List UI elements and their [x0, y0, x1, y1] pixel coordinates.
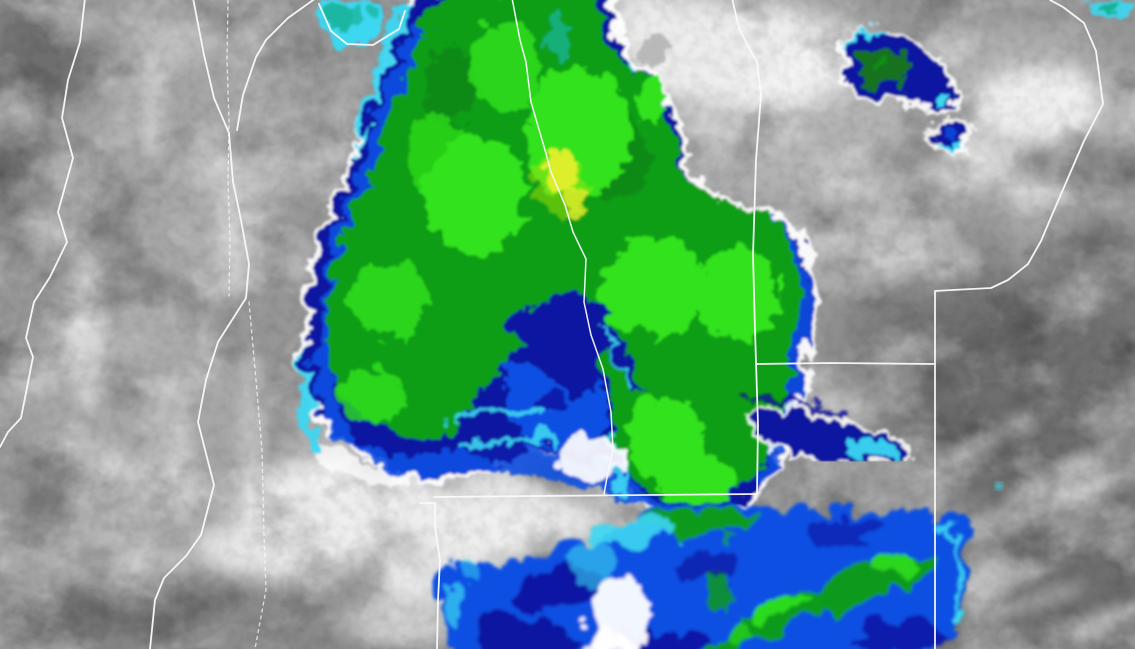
- border-line-east-horizontal: [756, 362, 935, 365]
- border-line-west-inner: [149, 0, 250, 649]
- navy-patch: [796, 509, 876, 537]
- southern-storm-band: [427, 494, 963, 649]
- south-bright-green: [720, 550, 912, 639]
- green-blob: [694, 568, 722, 608]
- teal-blob: [324, 0, 356, 24]
- cell-blue-center: [939, 122, 955, 136]
- storm-southeast-arm: [732, 390, 915, 461]
- arm-cyan-tip: [836, 432, 900, 452]
- bright-green-spot: [864, 550, 912, 570]
- storm-teal-bits: [324, 0, 1113, 24]
- white-burst: [583, 564, 641, 648]
- navy-patch: [464, 610, 568, 649]
- yellow-spot: [539, 140, 577, 186]
- cell-green-highlight: [867, 53, 883, 67]
- bright-green-blob: [462, 15, 538, 105]
- cyan-blob: [460, 546, 480, 574]
- cyan-blob: [568, 532, 604, 580]
- teal-blob: [354, 0, 370, 16]
- bright-green-blob: [347, 257, 423, 333]
- map-border-lines: [0, 0, 1104, 649]
- bright-green-spot: [752, 586, 804, 616]
- border-line-south-horizontal: [433, 493, 758, 498]
- border-line-west-andes: [0, 0, 86, 448]
- cell-cyan-arc: [842, 23, 883, 42]
- yellow-spot: [556, 184, 578, 210]
- green-diagonal-band: [699, 549, 925, 649]
- south-cyan-east-edge: [935, 514, 954, 608]
- teal-streak: [543, 2, 561, 54]
- storm-cell-northeast-a: [837, 22, 954, 107]
- storm-cell-northeast-b: [923, 109, 967, 147]
- cyan-strip: [574, 515, 666, 541]
- south-white-burst: [577, 564, 641, 649]
- gray-notch-inlet: [637, 24, 663, 60]
- cyan-swirl: [444, 399, 550, 420]
- cell-fringe: [923, 109, 967, 147]
- cyan-inner-line: [600, 316, 625, 386]
- bright-green-spot: [720, 611, 752, 639]
- navy-patch: [667, 543, 733, 575]
- cyan-swirl: [454, 428, 551, 446]
- border-line-dashed-south: [248, 301, 267, 649]
- border-line-northwest-diagonal: [236, 0, 315, 131]
- storm-yellow-core: [539, 140, 578, 210]
- south-cyan-fringes: [435, 515, 962, 618]
- border-line-southwest-vertical: [419, 502, 441, 649]
- cyan-blob: [435, 572, 459, 616]
- green-dark-blob: [417, 42, 473, 118]
- white-burst-upper: [549, 430, 621, 474]
- bright-green-blob: [333, 365, 397, 415]
- cell-cyan-arc: [931, 136, 957, 144]
- bright-green-blob: [648, 446, 732, 498]
- navy-notch: [507, 294, 609, 394]
- tiny-cold-cloud-dot: [995, 482, 1003, 490]
- border-line-dashed-north: [226, 0, 231, 297]
- border-line-northeast: [934, 0, 1104, 649]
- teal-blob: [1093, 0, 1113, 7]
- cell-cyan-tip: [928, 89, 944, 99]
- border-line-east-of-storm: [731, 0, 762, 494]
- bright-green-island: [630, 73, 660, 113]
- border-line-central-through-storm: [511, 0, 614, 495]
- navy-patch: [851, 613, 935, 647]
- arm-navy-streak: [741, 390, 846, 413]
- navy-patch: [508, 558, 592, 604]
- bright-green-blob: [400, 110, 460, 190]
- green-column-tail: [652, 499, 748, 531]
- border-line-north-hexagon: [318, 3, 406, 46]
- bright-green-blob: [596, 232, 700, 332]
- bright-green-blob: [691, 239, 775, 335]
- cyan-blob: [942, 606, 962, 618]
- white-burst: [577, 628, 625, 649]
